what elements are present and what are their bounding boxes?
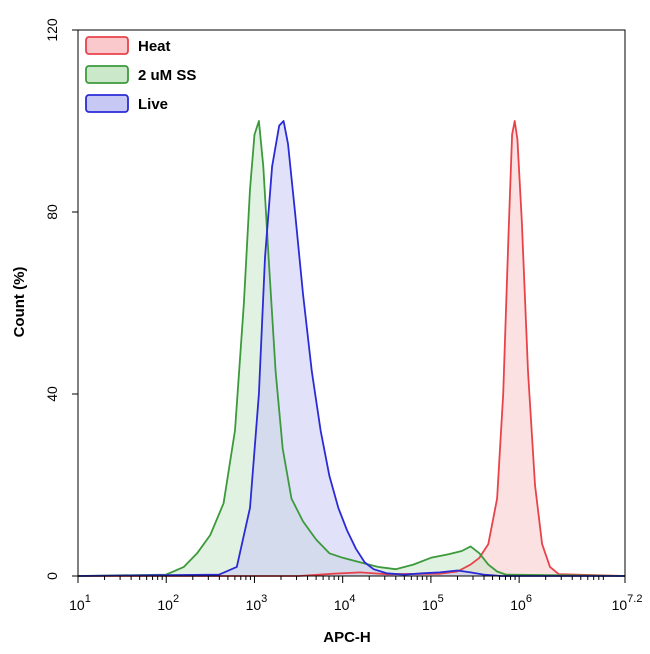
y-tick-label: 0: [44, 572, 60, 580]
y-tick-label: 120: [44, 18, 60, 42]
series-line-2-um-ss: [77, 120, 626, 577]
y-axis-title: Count (%): [11, 267, 28, 338]
plot-area: [77, 120, 626, 577]
axes: 0 40 80 120 101 102 103 104 105 106 107.2: [44, 18, 643, 613]
x-tick-label: 107.2: [612, 593, 643, 613]
series-fill-heat: [78, 121, 625, 576]
legend-label-live: Live: [138, 96, 168, 113]
legend-label-2-um-ss: 2 uM SS: [138, 67, 196, 84]
y-tick-label: 80: [44, 204, 60, 220]
legend-label-heat: Heat: [138, 38, 171, 55]
x-tick-label: 104: [334, 593, 356, 613]
x-tick-label: 106: [510, 593, 532, 613]
legend-swatch-2-um-ss: [85, 65, 129, 84]
series-fill-2-um-ss: [78, 121, 625, 576]
x-tick-label: 105: [422, 593, 444, 613]
plot-frame: [77, 29, 626, 577]
x-tick-label: 102: [157, 593, 179, 613]
x-tick-label: 101: [69, 593, 91, 613]
y-tick-label: 40: [44, 386, 60, 402]
legend: Heat 2 uM SS Live: [85, 36, 196, 113]
legend-swatch-heat: [85, 36, 129, 55]
series-line-heat: [78, 120, 626, 577]
series-line-live: [77, 120, 625, 577]
legend-swatch-live: [85, 94, 129, 113]
x-axis-title: APC-H: [323, 629, 371, 646]
series-fill-live: [78, 121, 625, 576]
x-tick-label: 103: [246, 593, 268, 613]
